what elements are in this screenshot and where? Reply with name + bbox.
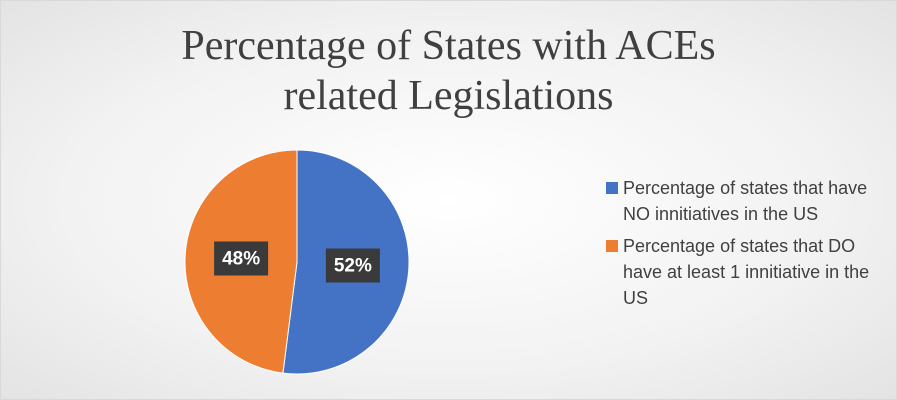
data-label: 52% [334,256,372,277]
legend-label: Percentage of states that DO have at lea… [623,236,870,308]
legend-item: Percentage of states that have NO inniti… [606,175,876,227]
legend-item: Percentage of states that DO have at lea… [606,233,876,311]
legend-swatch [606,182,618,194]
data-label-box [325,248,380,283]
chart-title: Percentage of States with ACEs related L… [181,23,716,119]
data-label-box [214,241,269,276]
legend-swatch [606,240,618,252]
legend: Percentage of states that have NO inniti… [606,175,876,317]
data-label: 48% [222,248,260,269]
legend-label: Percentage of states that have NO inniti… [623,178,868,224]
